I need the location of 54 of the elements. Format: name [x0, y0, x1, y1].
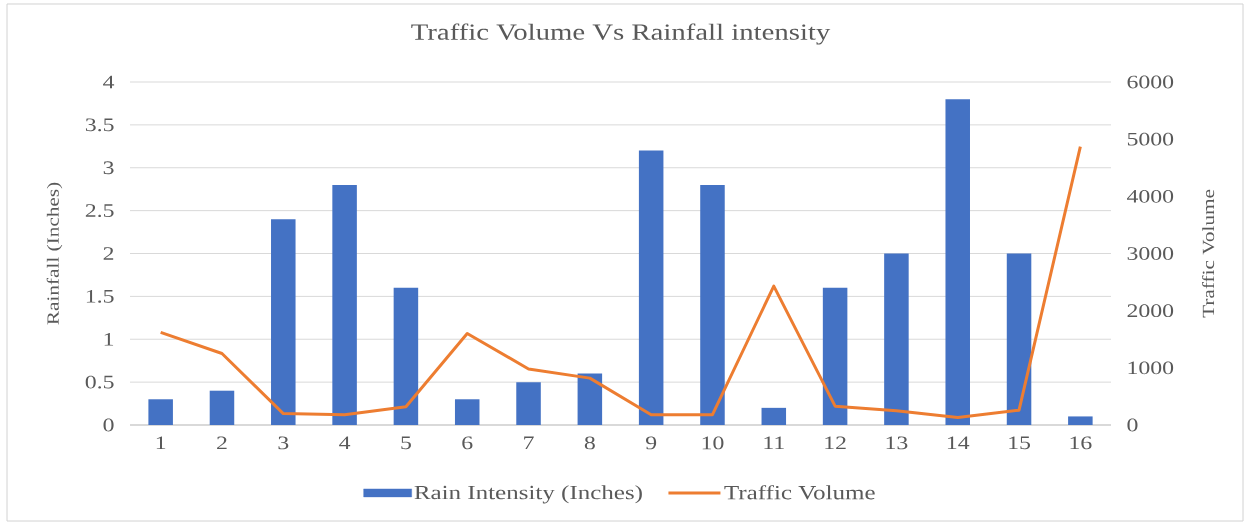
- y2-tick-label: 3000: [1127, 247, 1174, 260]
- x-tick-label: 8: [584, 436, 595, 450]
- x-tick-label: 2: [217, 436, 227, 450]
- x-tick-label: 5: [401, 436, 411, 450]
- bar: [700, 184, 725, 425]
- bar: [577, 373, 603, 425]
- y2-axis-title: Traffic Volume: [1202, 189, 1215, 318]
- line-series: [159, 145, 1082, 420]
- x-tick-label: 9: [645, 436, 657, 450]
- x-tick-label: 1: [156, 436, 166, 450]
- chart-title: Traffic Volume Vs Rainfall intensity: [411, 23, 831, 45]
- x-tick-label: 10: [702, 436, 724, 450]
- x-tick-label: 6: [462, 436, 473, 450]
- y-tick-label: 2.5: [85, 204, 114, 218]
- y-tick-label: 0: [103, 418, 114, 432]
- bar: [332, 184, 357, 425]
- y2-tick-label: 5000: [1127, 132, 1174, 146]
- y-tick-label: 3: [103, 161, 114, 175]
- bar: [822, 287, 848, 425]
- bar: [148, 399, 173, 425]
- x-tick-label: 7: [524, 436, 534, 449]
- bar: [945, 99, 970, 425]
- bar: [393, 287, 419, 425]
- bar: [271, 219, 296, 425]
- y-tick-label: 3.5: [85, 118, 114, 132]
- bar: [884, 253, 909, 425]
- legend-label: Rain Intensity (Inches): [414, 485, 642, 504]
- y-tick-label: 4: [103, 75, 115, 89]
- y2-tick-label: 4000: [1127, 189, 1174, 203]
- y-tick-label: 0.5: [85, 375, 114, 389]
- bar: [1006, 253, 1032, 425]
- bar: [516, 382, 541, 425]
- y-tick-label: 2: [103, 247, 114, 260]
- x-tick-label: 3: [278, 436, 289, 450]
- bar: [638, 150, 664, 425]
- x-tick-label: 12: [825, 436, 846, 450]
- y2-tick-label: 0: [1127, 418, 1138, 432]
- bar: [761, 407, 787, 425]
- y2-tick-label: 6000: [1127, 75, 1174, 89]
- bar: [1068, 416, 1093, 425]
- bar: [454, 399, 480, 425]
- x-tick-label: 11: [764, 436, 784, 450]
- x-tick-label: 16: [1070, 436, 1092, 450]
- y2-tick-label: 2000: [1127, 304, 1174, 318]
- x-tick-label: 4: [339, 436, 351, 450]
- bar: [209, 390, 235, 425]
- y-tick-label: 1: [104, 332, 114, 346]
- x-tick-label: 15: [1009, 436, 1030, 450]
- y2-tick-label: 1000: [1128, 361, 1174, 375]
- y-tick-label: 1.5: [86, 289, 114, 303]
- y-axis-title: Rainfall (Inches): [46, 182, 63, 325]
- x-tick-label: 13: [886, 436, 908, 450]
- legend-label: Traffic Volume: [724, 485, 875, 500]
- x-tick-label: 14: [947, 436, 970, 450]
